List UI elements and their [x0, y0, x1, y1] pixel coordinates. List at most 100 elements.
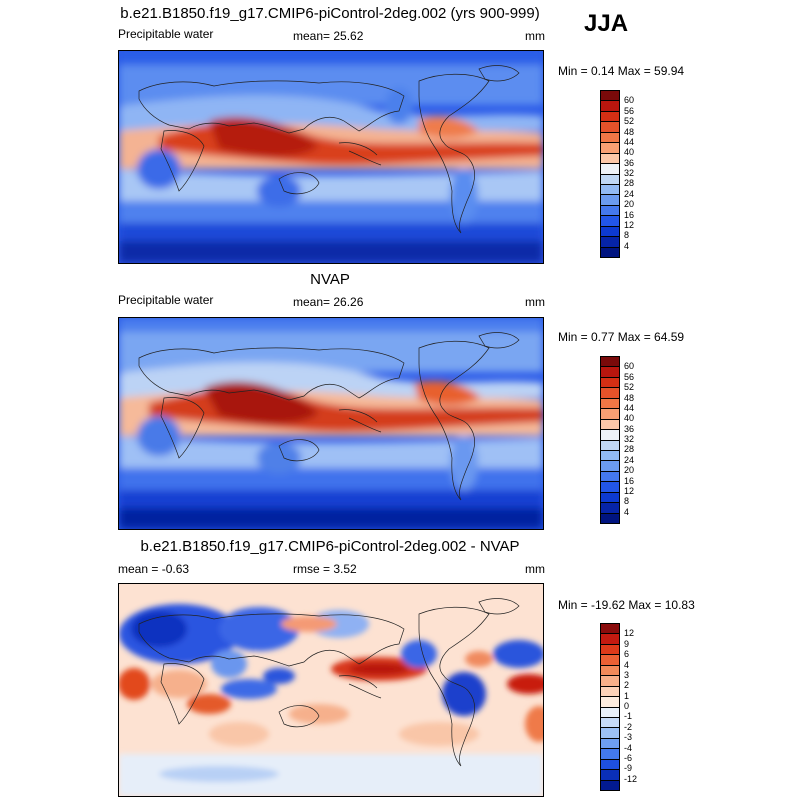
colorbar-tick-label: -1	[624, 711, 633, 722]
colorbar-tick-label: 24	[624, 188, 635, 199]
colorbar-tick-label: -9	[624, 763, 633, 774]
colorbar-swatch	[601, 624, 619, 635]
colorbar-tick-label: 9	[624, 638, 630, 649]
colorbar-swatch	[601, 132, 619, 144]
colorbar-swatch	[601, 174, 619, 185]
panel2-map	[118, 317, 544, 530]
colorbar-tick-label: 24	[624, 454, 635, 465]
colorbar-tick-label: 40	[624, 413, 635, 424]
colorbar-tick-label: 20	[624, 199, 635, 210]
colorbar-swatch	[601, 749, 619, 760]
panel1-variable-label: Precipitable water	[118, 27, 214, 41]
colorbar-tick-label: 60	[624, 95, 635, 106]
colorbar-swatch	[601, 450, 619, 462]
colorbar-swatch	[601, 503, 619, 514]
panel1-colorbar	[600, 90, 620, 258]
panel3-map	[118, 583, 544, 797]
colorbar-swatch	[601, 216, 619, 227]
colorbar-swatch	[601, 655, 619, 666]
colorbar-swatch	[601, 184, 619, 196]
panel2-variable-label: Precipitable water	[118, 293, 214, 307]
colorbar-tick-label: 0	[624, 701, 630, 711]
colorbar-tick-label: -4	[624, 742, 633, 753]
panel3-colorbar	[600, 623, 620, 791]
colorbar-tick-label: 8	[624, 496, 630, 507]
colorbar-swatch	[601, 226, 619, 238]
colorbar-swatch	[601, 101, 619, 112]
colorbar-tick-label: -3	[624, 732, 633, 743]
colorbar-tick-label: 12	[624, 628, 635, 639]
colorbar-swatch	[601, 377, 619, 389]
colorbar-tick-label: 8	[624, 230, 630, 241]
colorbar-tick-label: 56	[624, 105, 635, 116]
panel1-map	[118, 50, 544, 264]
colorbar-swatch	[601, 634, 619, 645]
colorbar-tick-label: 48	[624, 392, 635, 403]
colorbar-tick-label: 1	[624, 690, 630, 701]
colorbar-swatch	[601, 357, 619, 368]
colorbar-swatch	[601, 686, 619, 698]
colorbar-tick-label: 32	[624, 168, 635, 178]
panel2-mean-label: mean= 26.26	[293, 295, 364, 309]
panel2-units-label: mm	[525, 295, 545, 309]
panel1-mean-label: mean= 25.62	[293, 29, 364, 43]
colorbar-swatch	[601, 770, 619, 781]
panel3-units-label: mm	[525, 562, 545, 576]
colorbar-swatch	[601, 728, 619, 739]
colorbar-swatch	[601, 665, 619, 677]
colorbar-tick-label: 44	[624, 402, 635, 413]
colorbar-tick-label: 12	[624, 219, 635, 230]
colorbar-swatch	[601, 164, 619, 175]
panel3-mean-label: mean = -0.63	[118, 562, 190, 576]
colorbar-tick-label: 16	[624, 475, 635, 486]
colorbar-swatch	[601, 388, 619, 399]
panel3-rmse-label: rmse = 3.52	[293, 562, 357, 576]
panel1-title: b.e21.B1850.f19_g17.CMIP6-piControl-2deg…	[120, 5, 540, 22]
colorbar-tick-label: -6	[624, 752, 633, 763]
colorbar-tick-label: 3	[624, 669, 630, 680]
colorbar-swatch	[601, 247, 619, 257]
colorbar-swatch	[601, 440, 619, 451]
panel1-minmax-label: Min = 0.14 Max = 59.94	[558, 64, 685, 78]
colorbar-tick-label: 48	[624, 126, 635, 137]
colorbar-swatch	[601, 461, 619, 472]
colorbar-tick-label: 12	[624, 485, 635, 496]
colorbar-tick-label: 36	[624, 423, 635, 434]
colorbar-tick-label: 4	[624, 659, 630, 670]
colorbar-swatch	[601, 471, 619, 483]
panel3-title: b.e21.B1850.f19_g17.CMIP6-piControl-2deg…	[140, 538, 520, 555]
colorbar-tick-label: 40	[624, 147, 635, 158]
colorbar-swatch	[601, 430, 619, 441]
panel2-colorbar	[600, 356, 620, 524]
colorbar-tick-label: 4	[624, 506, 630, 517]
colorbar-tick-label: 28	[624, 444, 635, 455]
colorbar-swatch	[601, 111, 619, 123]
colorbar-tick-label: 6	[624, 649, 630, 660]
colorbar-swatch	[601, 91, 619, 102]
colorbar-swatch	[601, 122, 619, 133]
colorbar-swatch	[601, 205, 619, 217]
colorbar-swatch	[601, 482, 619, 493]
colorbar-swatch	[601, 409, 619, 420]
colorbar-swatch	[601, 707, 619, 718]
colorbar-swatch	[601, 398, 619, 410]
colorbar-swatch	[601, 143, 619, 154]
panel1-units-label: mm	[525, 29, 545, 43]
colorbar-tick-label: 4	[624, 240, 630, 251]
colorbar-tick-label: 32	[624, 434, 635, 444]
colorbar-tick-label: -12	[624, 773, 638, 784]
colorbar-swatch	[601, 492, 619, 504]
colorbar-tick-label: 16	[624, 209, 635, 220]
colorbar-tick-label: 60	[624, 361, 635, 372]
colorbar-swatch	[601, 195, 619, 206]
colorbar-tick-label: 20	[624, 465, 635, 476]
colorbar-swatch	[601, 738, 619, 750]
colorbar-tick-label: 36	[624, 157, 635, 168]
colorbar-tick-label: 28	[624, 178, 635, 189]
colorbar-swatch	[601, 676, 619, 687]
colorbar-tick-label: -2	[624, 721, 633, 732]
colorbar-swatch	[601, 717, 619, 729]
colorbar-swatch	[601, 367, 619, 378]
season-label: JJA	[584, 10, 629, 37]
colorbar-swatch	[601, 697, 619, 708]
